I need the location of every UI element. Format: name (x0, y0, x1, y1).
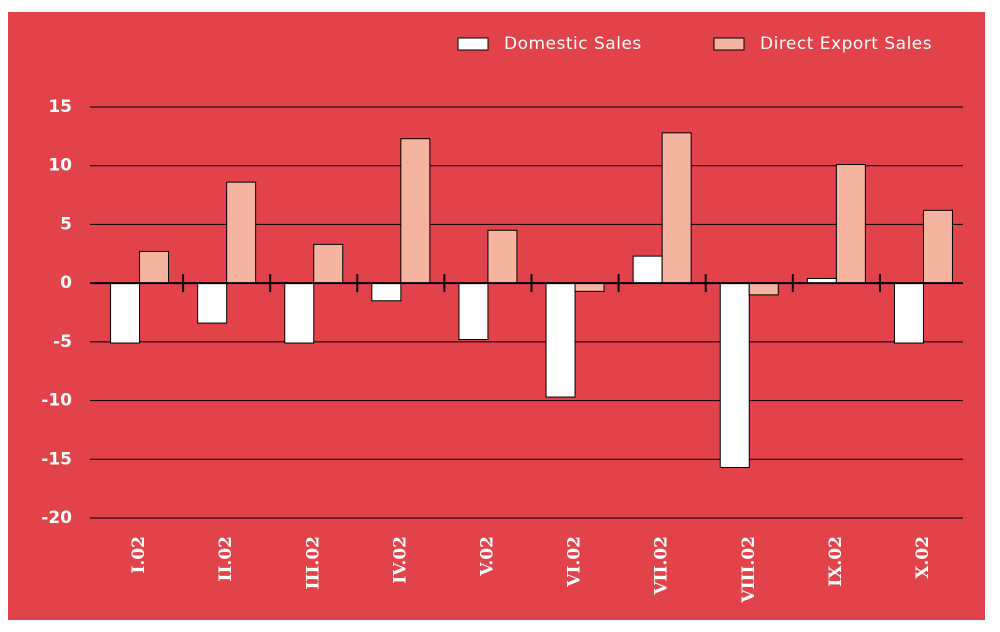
x-tick-label: II.02 (216, 536, 236, 581)
bar (197, 282, 228, 324)
x-tick-label: VI.02 (565, 536, 585, 588)
bar (284, 282, 315, 344)
y-tick-label: 5 (60, 214, 72, 234)
bar (922, 209, 953, 284)
bar (719, 282, 750, 469)
bar (632, 255, 663, 284)
bar (458, 282, 489, 341)
y-tick-label: -15 (41, 449, 72, 469)
y-tick-label: 15 (48, 97, 72, 117)
bar (574, 282, 605, 292)
bar (835, 164, 866, 284)
x-tick-label: VIII.02 (739, 536, 759, 604)
bar (661, 132, 692, 284)
bar (487, 229, 518, 284)
bar (893, 282, 924, 344)
y-tick-label: -5 (53, 332, 72, 352)
bar (371, 282, 402, 302)
y-tick-label: -10 (41, 391, 72, 411)
y-tick-label: 10 (48, 156, 72, 176)
bar (400, 138, 431, 284)
x-tick-label: IV.02 (390, 536, 410, 584)
bar (139, 250, 170, 284)
y-tick-label: 0 (60, 273, 72, 293)
x-tick-label: IX.02 (826, 536, 846, 587)
x-tick-label: X.02 (913, 536, 933, 579)
legend-swatch (457, 37, 489, 51)
legend-label: Direct Export Sales (760, 34, 932, 54)
chart-background (8, 12, 985, 620)
x-tick-label: V.02 (477, 536, 497, 577)
legend-label: Domestic Sales (504, 34, 642, 54)
legend-swatch (713, 37, 745, 51)
y-tick-label: -20 (41, 508, 72, 528)
x-tick-label: VII.02 (652, 536, 672, 596)
x-tick-label: I.02 (129, 536, 149, 574)
bar (110, 282, 141, 344)
bar (313, 243, 344, 284)
x-tick-label: III.02 (303, 536, 323, 589)
bar (226, 181, 257, 284)
bar (748, 282, 779, 296)
bar (545, 282, 576, 398)
